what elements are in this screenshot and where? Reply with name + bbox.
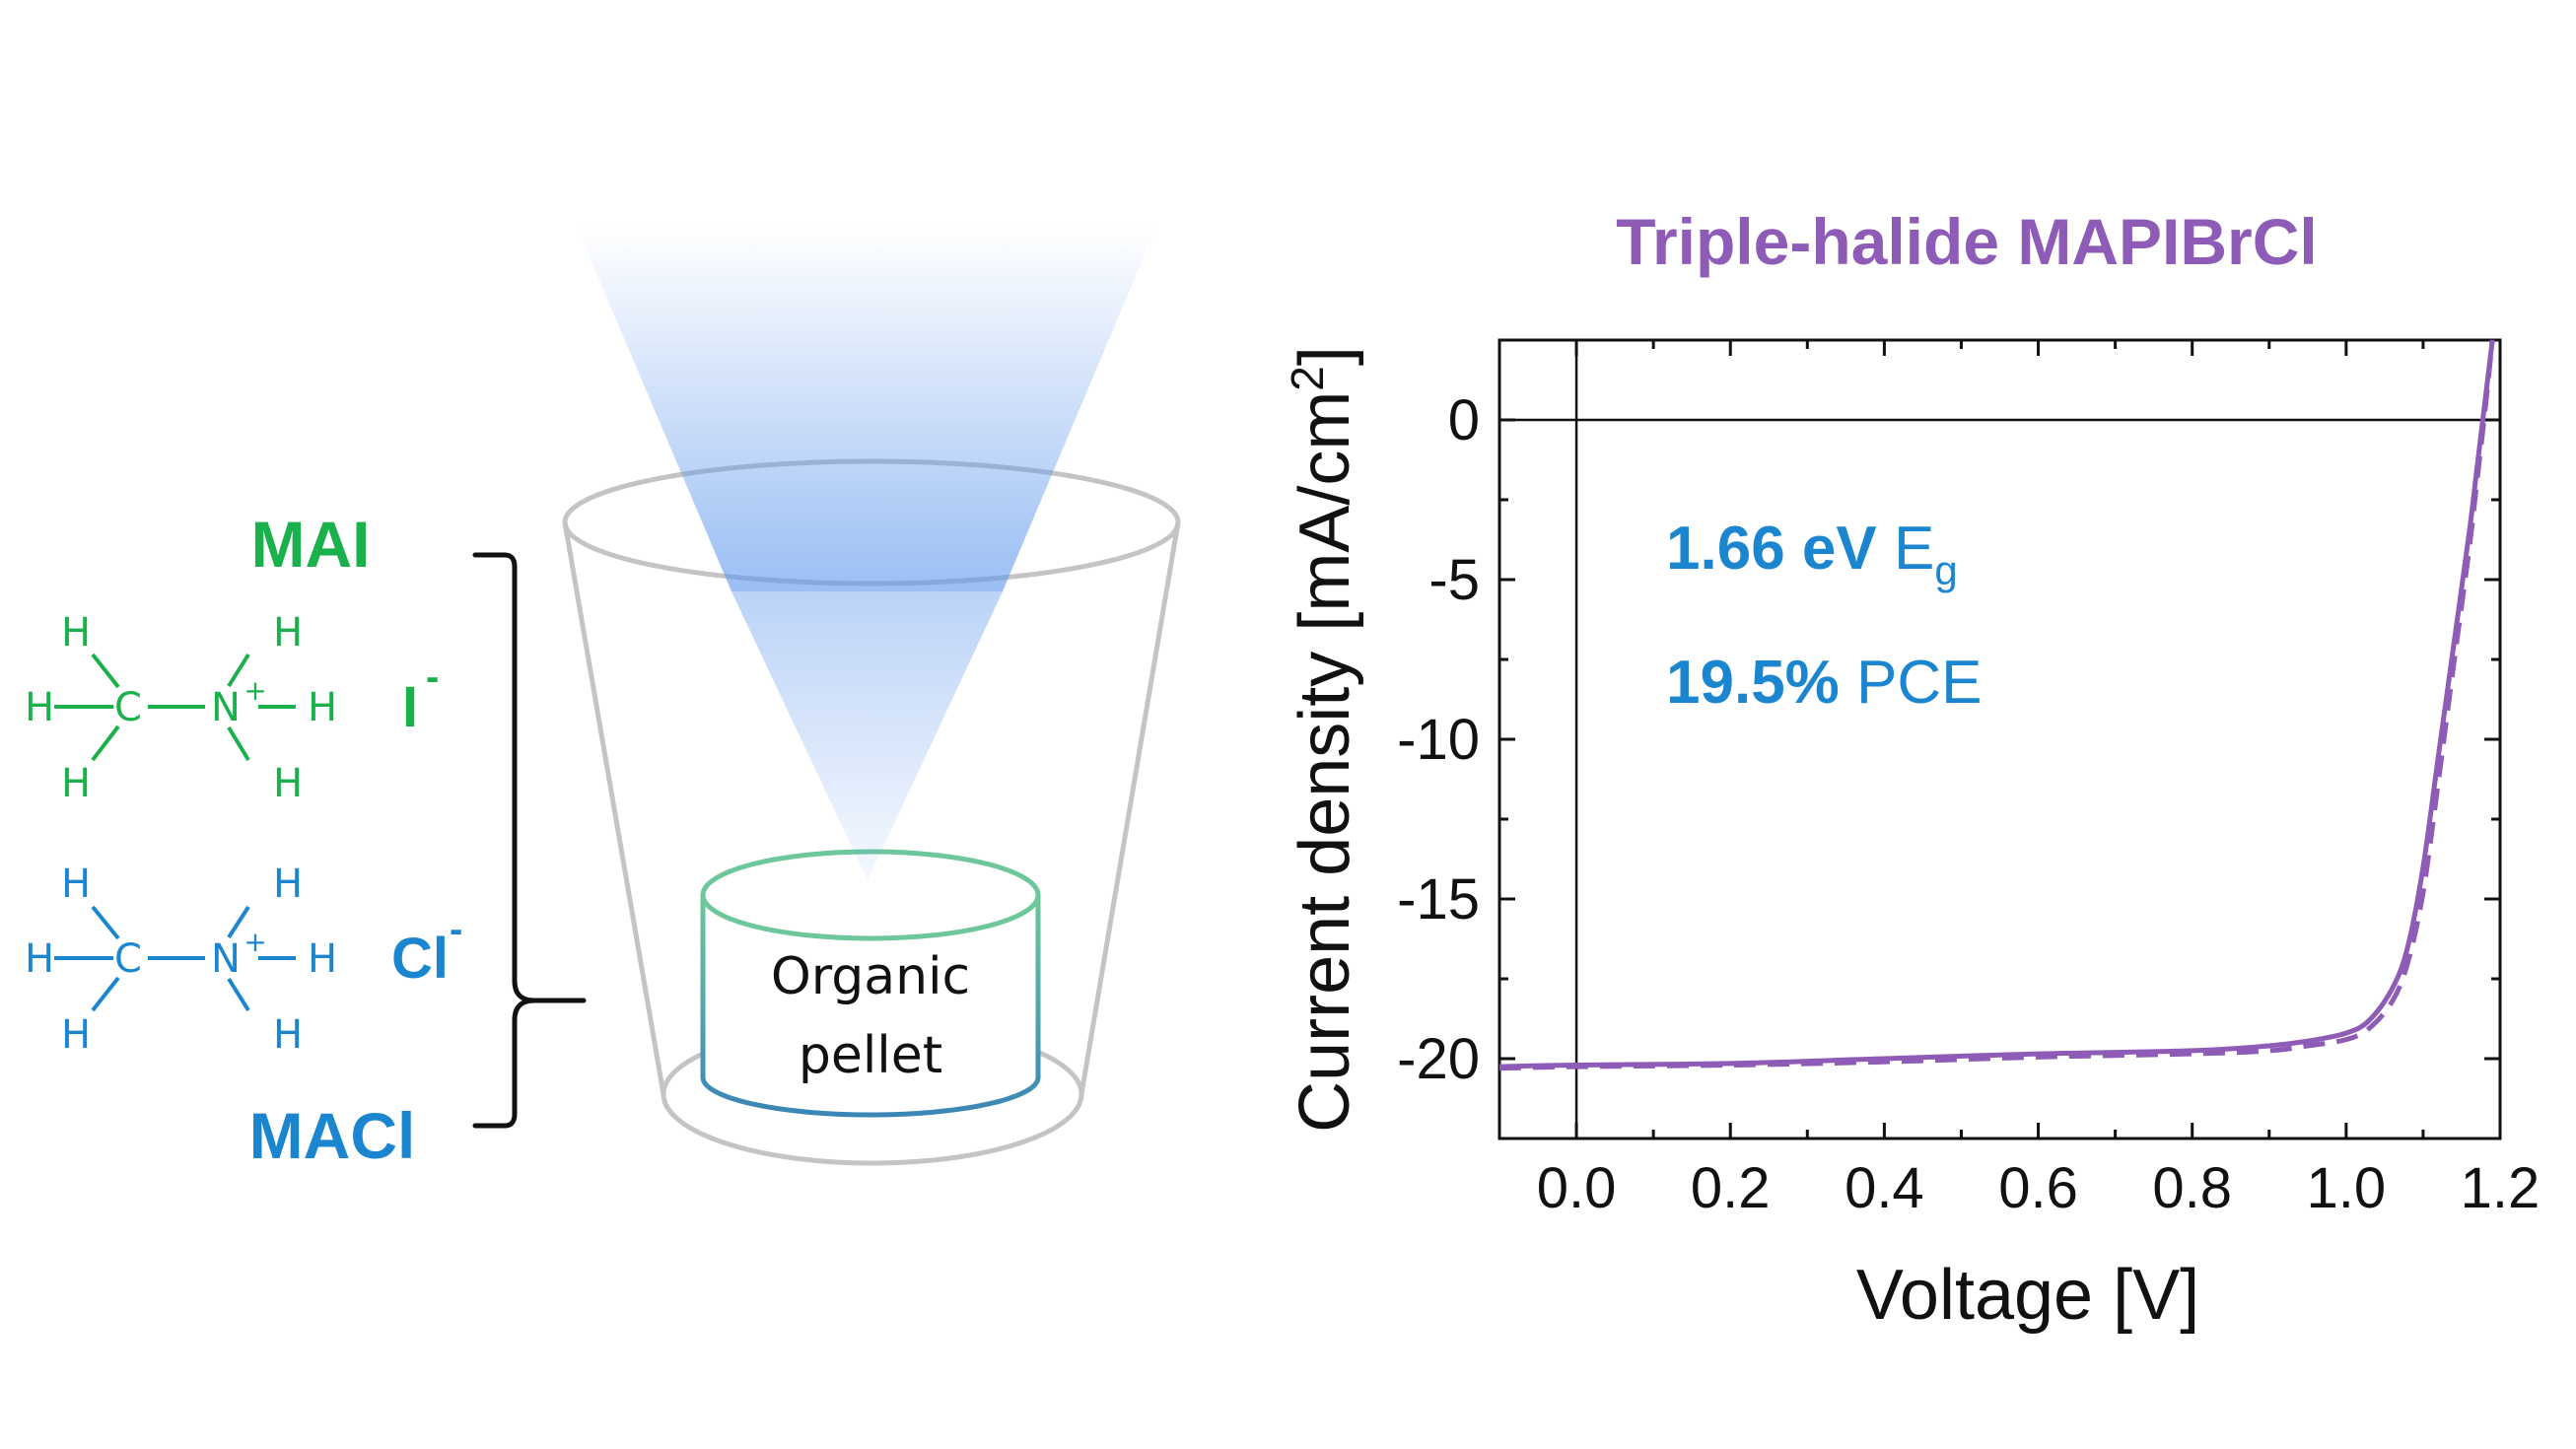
pce-value: 19.5% bbox=[1666, 649, 1840, 717]
hydrogen-atom: H bbox=[25, 685, 54, 730]
y-tick-label: -20 bbox=[1397, 1027, 1480, 1091]
pellet-body bbox=[700, 895, 1041, 1118]
mai-label: MAI bbox=[251, 508, 371, 581]
crucible-left-wall bbox=[562, 521, 666, 1095]
y-tick-label: -10 bbox=[1397, 708, 1480, 772]
bond bbox=[91, 653, 120, 689]
jv-curve-solid bbox=[1498, 339, 2495, 1070]
x-axis-label: Voltage [V] bbox=[1856, 1256, 2199, 1335]
y-axis-label-base: Current density [mA/cm bbox=[1286, 391, 1364, 1133]
carbon-atom: C bbox=[114, 685, 142, 730]
organic-pellet: Organic pellet bbox=[700, 849, 1041, 1118]
jv-curves bbox=[1498, 339, 2495, 1071]
macl-group: H H H C N + H H H Cl - MACl bbox=[25, 862, 462, 1172]
mai-group: MAI H H H C N + H H H I - bbox=[25, 508, 439, 806]
x-tick-label: 1.2 bbox=[2461, 1156, 2541, 1220]
pce-label: PCE bbox=[1840, 649, 1983, 717]
crucible-right-wall bbox=[1079, 521, 1181, 1095]
grouping-brace bbox=[472, 552, 587, 1129]
bandgap-value: 1.66 eV bbox=[1666, 515, 1877, 583]
beam-upper bbox=[577, 227, 1156, 591]
plot-frame bbox=[1497, 338, 2502, 1140]
svg-text:1.66 eV Eg: 1.66 eV Eg bbox=[1666, 515, 1958, 593]
bond bbox=[227, 905, 250, 939]
nitrogen-atom: N bbox=[211, 936, 241, 982]
macl-label: MACl bbox=[249, 1099, 416, 1172]
mai-structure bbox=[54, 653, 296, 762]
x-tick-label: 0.4 bbox=[1845, 1156, 1924, 1220]
y-tick-label: -15 bbox=[1397, 867, 1480, 932]
jv-curve-dashed bbox=[1498, 339, 2495, 1071]
y-tick-label: -5 bbox=[1428, 548, 1480, 612]
hydrogen-atom: H bbox=[273, 761, 303, 806]
svg-text:19.5% PCE: 19.5% PCE bbox=[1666, 649, 1983, 717]
hydrogen-atom: H bbox=[25, 936, 54, 982]
y-tick-label: 0 bbox=[1448, 388, 1480, 452]
annotation-bandgap: 1.66 eV Eg bbox=[1666, 515, 1958, 593]
crucible-schematic: Organic pellet bbox=[562, 227, 1181, 1166]
x-tick-label: 0.8 bbox=[2152, 1156, 2232, 1220]
bond bbox=[227, 725, 250, 762]
pellet-label-line2: pellet bbox=[799, 1026, 942, 1085]
beam-lower bbox=[731, 591, 1003, 880]
hydrogen-atom: H bbox=[61, 610, 91, 656]
bond bbox=[91, 724, 120, 762]
chloride-symbol: Cl bbox=[391, 927, 449, 991]
nitrogen-atom: N bbox=[211, 685, 241, 730]
y-axis-label: Current density [mA/cm2] bbox=[1282, 346, 1364, 1133]
annotation-pce: 19.5% PCE bbox=[1666, 649, 1983, 717]
pellet-label-line1: Organic bbox=[771, 947, 970, 1006]
x-tick-label: 0.2 bbox=[1691, 1156, 1771, 1220]
macl-structure bbox=[54, 905, 296, 1012]
x-tick-label: 1.0 bbox=[2307, 1156, 2387, 1220]
chloride-charge: - bbox=[450, 908, 462, 951]
x-tick-label: 0.0 bbox=[1537, 1156, 1617, 1220]
hydrogen-atom: H bbox=[61, 1012, 91, 1058]
hydrogen-atom: H bbox=[61, 862, 91, 907]
reference-lines bbox=[1499, 340, 2500, 1138]
bandgap-symbol: E bbox=[1877, 515, 1935, 583]
hydrogen-atom: H bbox=[308, 685, 337, 730]
hydrogen-atom: H bbox=[273, 862, 303, 907]
y-axis-label-sup: 2 bbox=[1282, 366, 1333, 391]
bandgap-subscript: g bbox=[1934, 547, 1957, 593]
iodide-charge: - bbox=[426, 656, 439, 699]
hydrogen-atom: H bbox=[308, 936, 337, 982]
bond bbox=[227, 977, 250, 1012]
hydrogen-atom: H bbox=[61, 761, 91, 806]
y-axis-label-end: ] bbox=[1286, 346, 1364, 366]
x-axis-ticks: 0.0 0.2 0.4 0.6 0.8 1.0 1.2 bbox=[1497, 340, 2541, 1220]
iodide-symbol: I bbox=[402, 675, 418, 739]
positive-charge: + bbox=[244, 674, 266, 707]
x-tick-label: 0.6 bbox=[1998, 1156, 2078, 1220]
hydrogen-atom: H bbox=[273, 1012, 303, 1058]
hydrogen-atom: H bbox=[273, 610, 303, 656]
chart-title: Triple-halide MAPIBrCl bbox=[1616, 205, 2317, 278]
positive-charge: + bbox=[244, 926, 266, 958]
y-axis-ticks: 0 -5 -10 -15 -20 bbox=[1397, 338, 2500, 1140]
carbon-atom: C bbox=[114, 936, 142, 982]
bond bbox=[91, 905, 120, 940]
bond bbox=[227, 653, 250, 688]
bond bbox=[91, 976, 120, 1012]
